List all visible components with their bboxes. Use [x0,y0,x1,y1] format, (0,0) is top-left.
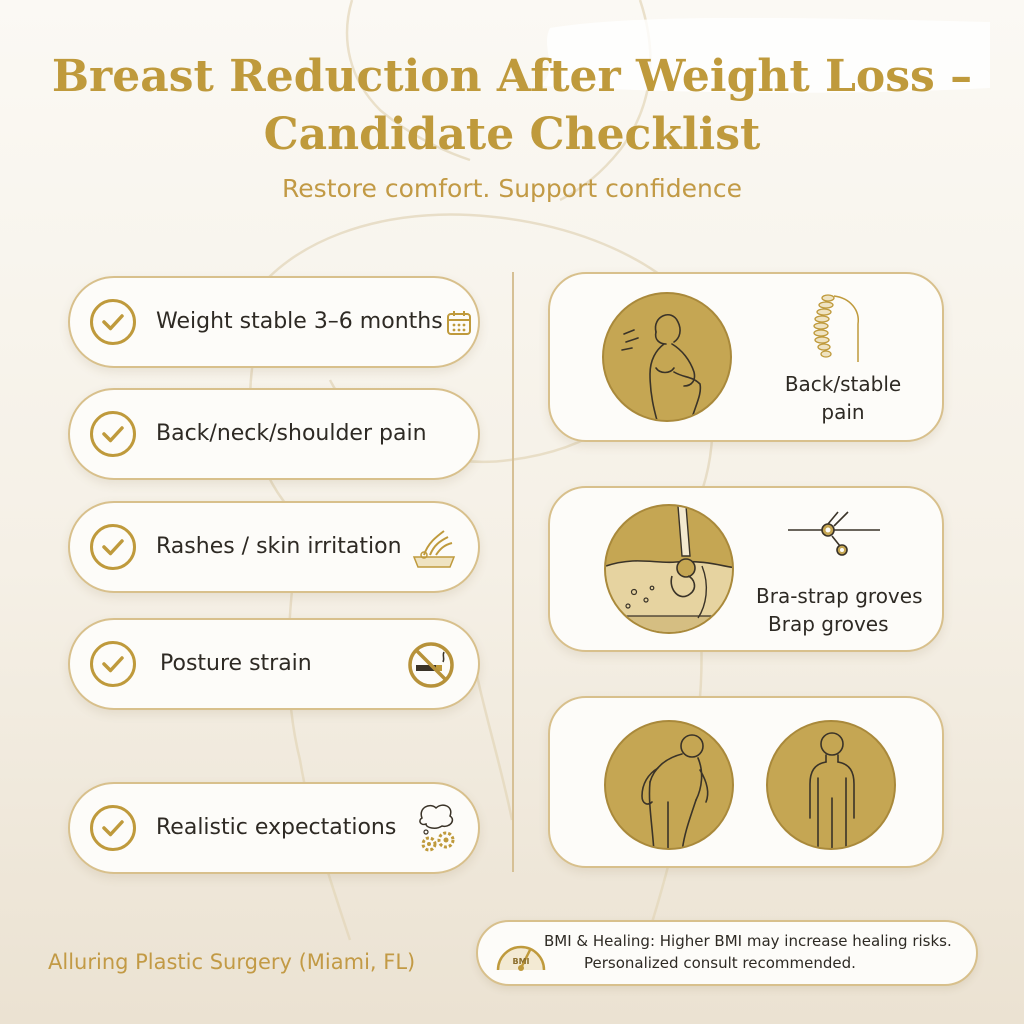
spine-icon [813,294,859,362]
bra-strap-icon [788,511,880,556]
checklist-item-weight-stable: Weight stable 3–6 months [68,276,480,368]
checklist-label: Weight stable 3–6 months [156,309,443,334]
brand-name: Alluring Plastic Surgery (Miami, FL) [48,950,416,974]
calendar-icon [447,311,471,335]
column-divider [512,272,514,872]
checkmark-icon [90,805,136,851]
note-line-2: Personalized consult recommended. [584,954,856,972]
posture-card [548,696,944,868]
checkmark-icon [90,524,136,570]
checklist-label: Back/neck/shoulder pain [156,421,427,446]
woman-back-pain-illustration [602,292,732,422]
checklist-item-rashes: Rashes / skin irritation [68,501,480,593]
upright-posture-illustration [766,720,896,850]
checklist-label: Posture strain [160,651,312,676]
bra-strap-skin-illustration [604,504,734,634]
skin-irritation-icon [412,530,456,568]
bra-strap-card: Bra-strap groves Brap groves [548,486,944,652]
card-label-line-2: Brap groves [768,612,889,636]
checklist-item-expectations: Realistic expectations [68,782,480,874]
note-line-1: BMI & Healing: Higher BMI may increase h… [544,932,952,950]
card-label-line-2: pain [821,400,865,424]
thought-gears-icon [419,804,455,852]
slouched-posture-illustration [604,720,734,850]
card-label-line-1: Back/stable [784,372,902,396]
gauge-label: BMI [512,957,529,966]
checkmark-icon [90,411,136,457]
checklist-label: Realistic expectations [156,815,397,840]
bmi-gauge-icon: BMI [496,945,546,971]
checkmark-icon [90,641,136,687]
card-label-line-1: Bra-strap groves [756,584,923,608]
no-smoking-icon [408,642,454,688]
pain-card: Back/stable pain [548,272,944,442]
title-line-2: Candidate Checklist [263,109,761,160]
page-title: Breast Reduction After Weight Loss – Can… [40,48,984,164]
checkmark-icon [90,299,136,345]
checklist-item-posture: Posture strain [68,618,480,710]
page-subtitle: Restore comfort. Support confidence [282,174,742,203]
checklist-item-pain: Back/neck/shoulder pain [68,388,480,480]
bmi-note: BMI BMI & Healing: Higher BMI may increa… [476,920,978,986]
title-line-1: Breast Reduction After Weight Loss – [51,51,973,102]
checklist-label: Rashes / skin irritation [156,534,402,559]
